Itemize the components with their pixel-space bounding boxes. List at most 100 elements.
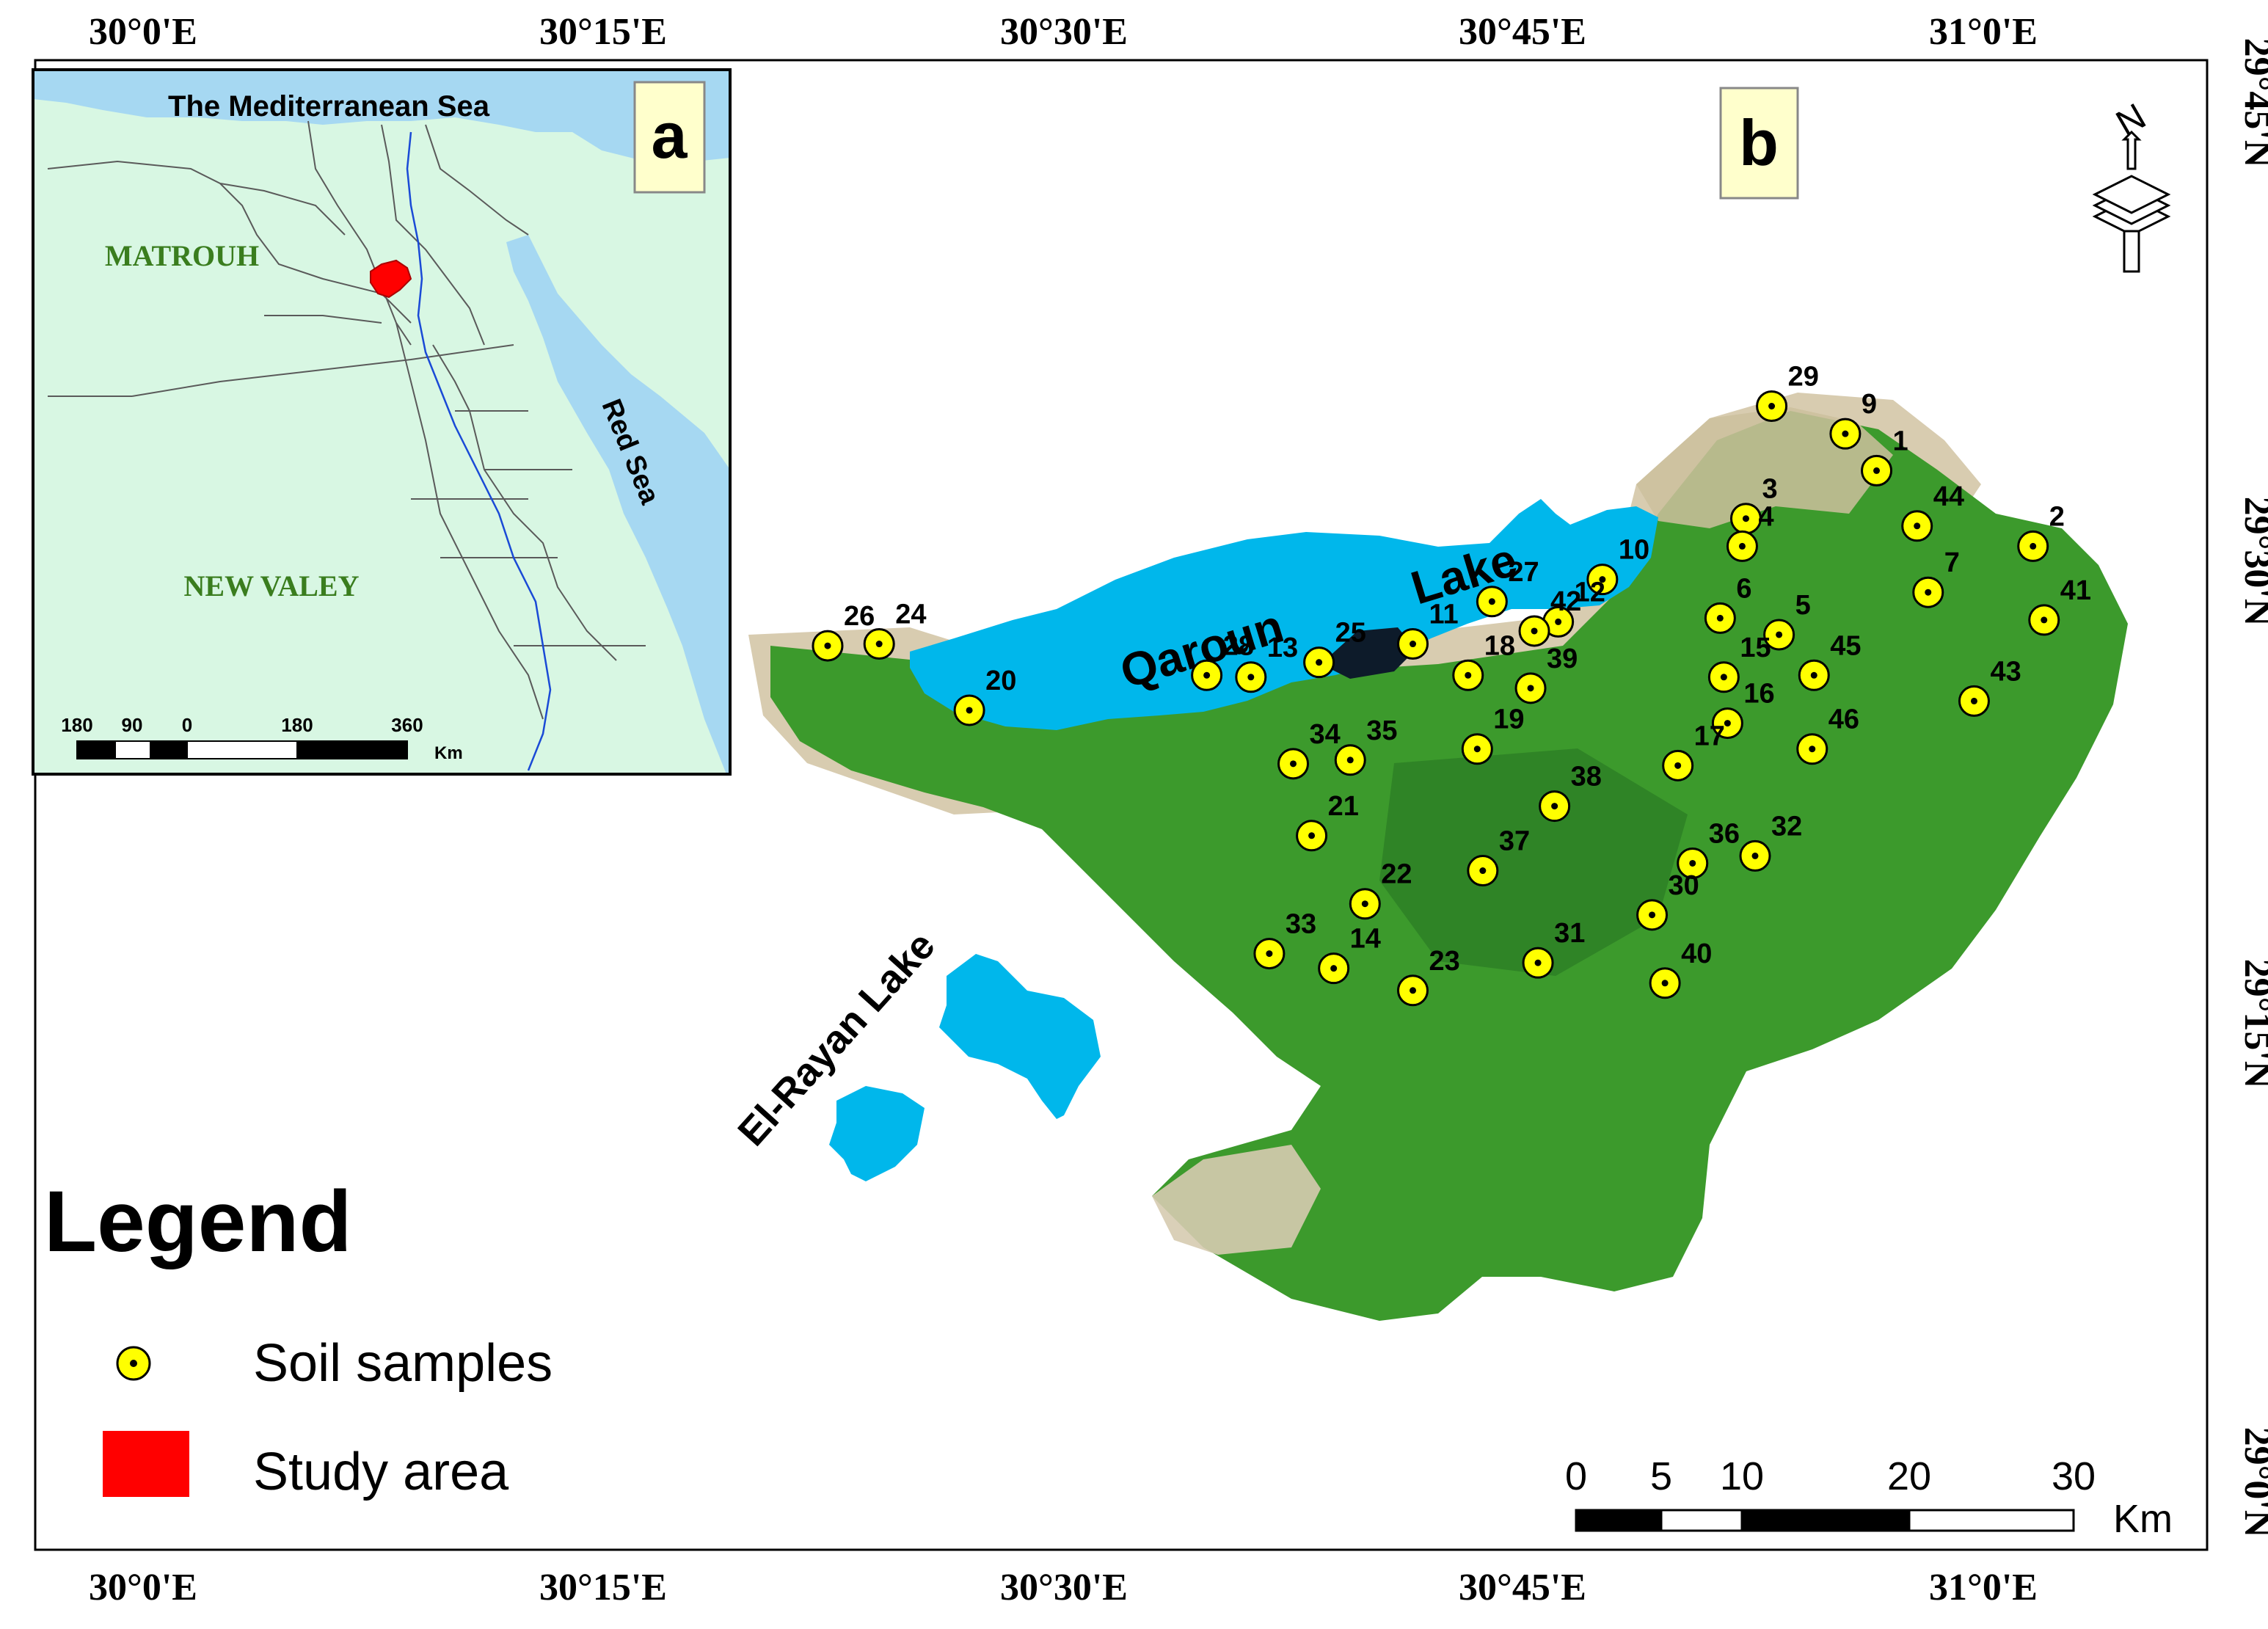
legend-study-area-symbol [103,1431,189,1497]
legend: Legend Soil samples Study area [44,1173,553,1501]
legend-label-soil-samples: Soil samples [253,1334,553,1393]
legend-title: Legend [44,1173,352,1270]
main-scale-bar: 0 5 10 20 30 Km [1565,1454,2173,1541]
sample-label: 33 [1286,909,1316,940]
sample-point-dot [1361,900,1368,908]
sample-label: 4 [1758,501,1773,532]
qaroun-lake [910,499,1658,730]
sample-point-dot [1479,867,1487,875]
sample-label: 15 [1740,633,1771,663]
sample-point-dot [1873,467,1881,474]
sample-label: 13 [1267,633,1298,663]
inset-scale-tick-3: 0 [182,714,192,736]
sample-point-dot [2041,616,2048,624]
sample-label: 44 [1933,481,1964,512]
lon-bottom-30-15: 30°15'E [539,1567,667,1608]
sample-label: 42 [1550,586,1581,617]
inset-scale-tick-2: 90 [122,714,143,736]
sample-label: 26 [844,601,875,632]
el-rayan-lake-lower [829,1086,925,1181]
lat-29-00: 29°0'N [2236,1427,2268,1538]
sample-point-dot [1751,852,1759,859]
lon-top-30-15: 30°15'E [539,11,667,53]
sample-label: 1 [1893,426,1908,456]
lat-29-45: 29°45'N [2236,38,2268,168]
inset-frame [32,68,732,776]
sample-point-dot [1247,674,1255,681]
inset-mediterranean [33,70,730,165]
inset-region-matrouh: MATROUH [105,239,259,272]
sample-label: 46 [1828,704,1859,735]
lat-29-30: 29°30'N [2236,497,2268,627]
sample-point-dot [875,641,883,648]
lon-top-30-00: 30°0'E [89,11,197,53]
inset-region-new-valey: NEW VALEY [184,569,360,602]
panel-label-b-text: b [1739,106,1779,179]
inset-scale-tick-5: 360 [391,714,423,736]
lon-labels-bottom: 30°0'E 30°15'E 30°30'E 30°45'E 31°0'E [89,1567,2038,1608]
sample-label: 29 [1788,362,1819,393]
sample-point-dot [1488,598,1495,605]
sample-label: 18 [1484,630,1515,661]
sample-label: 25 [1335,618,1366,649]
sample-label: 35 [1366,715,1397,746]
sample-label: 11 [1429,600,1459,630]
sample-point-dot [1316,659,1323,666]
lon-top-31-00: 31°0'E [1929,11,2038,53]
sample-label: 32 [1771,811,1802,842]
sample-point-dot [1531,627,1538,635]
sample-label: 30 [1669,870,1699,901]
sample-label: 20 [985,666,1016,696]
sample-point-dot [1742,515,1749,522]
sample-point-dot [1465,671,1472,679]
sample-label: 36 [1709,818,1740,849]
desert-patch-north [1636,407,1893,528]
sample-point-dot [1330,965,1338,972]
sample-point-dot [2030,542,2037,550]
inset-study-area-polygon [370,259,412,299]
sample-point-dot [1266,950,1273,958]
lon-top-30-30: 30°30'E [1000,11,1128,53]
sample-point-dot [1346,757,1354,764]
inset-scale-tick-4: 180 [281,714,313,736]
sample-label: 14 [1350,924,1381,955]
sample-point-dot [1551,803,1558,810]
scale-tick-0: 0 [1565,1454,1587,1498]
sample-point-dot [1527,685,1534,692]
sample-label: 10 [1619,535,1649,566]
sample-point-dot [1970,697,1977,704]
legend-label-study-area: Study area [253,1443,509,1501]
sample-point-dot [1810,671,1817,679]
sample-point-dot [1661,980,1669,987]
sample-label: 24 [895,600,926,630]
sample-point-dot [1720,674,1727,681]
sample-point-dot [1473,746,1481,753]
sample-label: 3 [1762,474,1777,505]
sample-point-dot [1914,522,1921,530]
sample-label: 40 [1681,939,1712,969]
sample-label: 43 [1990,656,2021,687]
legend-sample-dot [130,1360,137,1367]
sample-label: 21 [1328,791,1359,822]
sample-label: 17 [1694,721,1725,751]
sample-label: 22 [1381,859,1412,890]
sample-label: 19 [1493,704,1524,735]
sample-label: 37 [1499,826,1530,857]
panel-label-b: b [1719,87,1799,200]
scale-tick-20: 20 [1887,1454,1931,1498]
scale-tick-10: 10 [1720,1454,1764,1498]
sample-point-dot [1776,631,1783,638]
sample-point-dot [1534,959,1542,966]
sample-point-dot [1308,832,1316,839]
sample-point-dot [1203,671,1211,679]
sample-label: 34 [1310,719,1341,750]
sample-point-dot [1689,859,1696,867]
scale-unit: Km [2113,1497,2173,1541]
sample-label: 31 [1554,918,1585,949]
sample-point-dot [1738,542,1746,550]
inset-map: The Mediterranean Sea MATROUH NEW VALEY … [32,68,732,776]
sample-point-dot [1649,911,1656,919]
